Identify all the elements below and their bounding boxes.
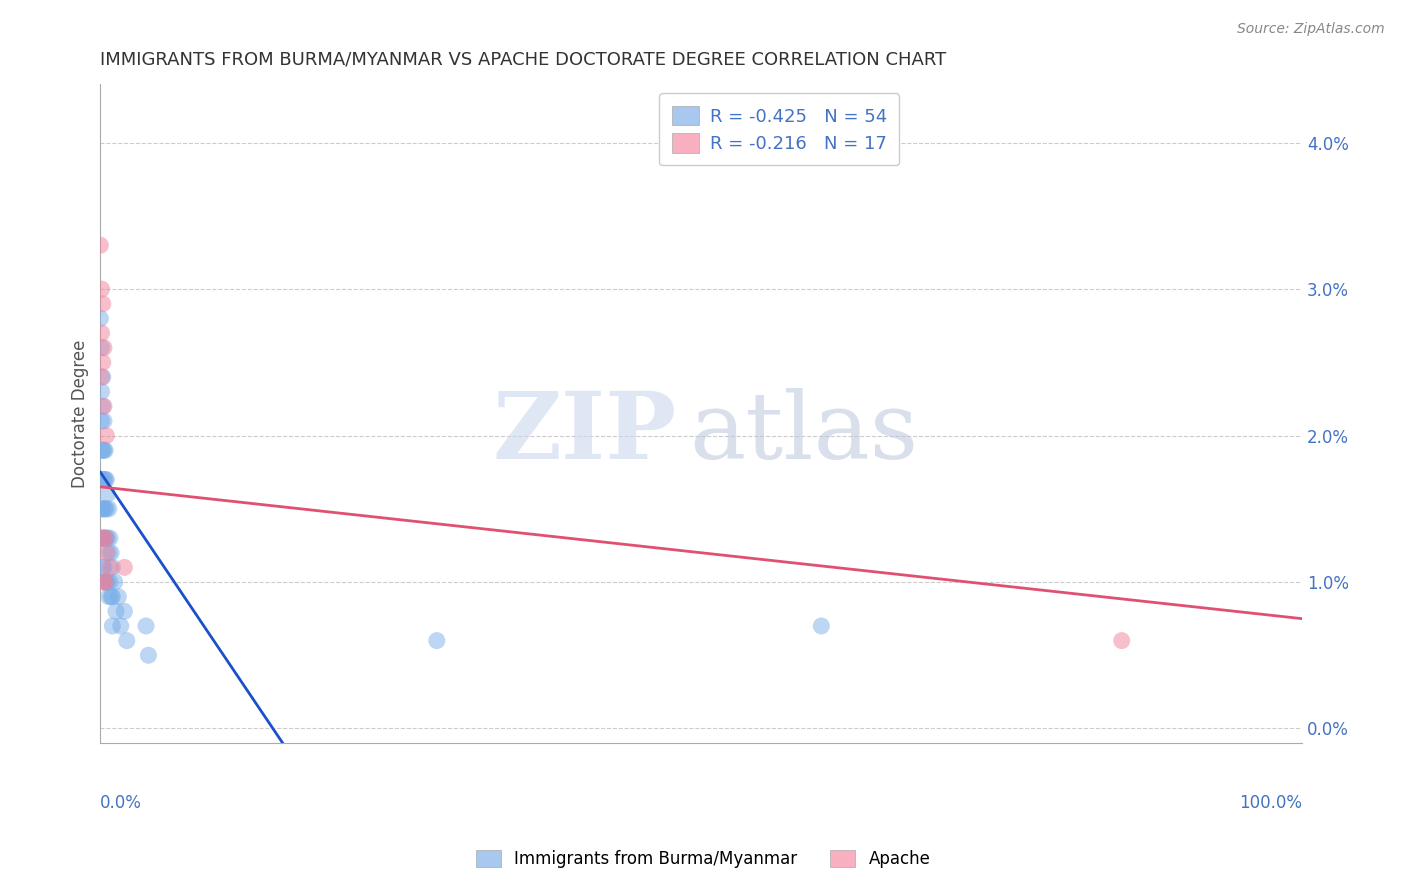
Point — [96, 575, 118, 590]
Point — [91, 560, 114, 574]
Point — [94, 501, 117, 516]
Text: ZIP: ZIP — [494, 388, 678, 478]
Point — [90, 341, 112, 355]
Point — [91, 531, 114, 545]
Point — [91, 370, 114, 384]
Point — [94, 575, 117, 590]
Text: 0.0%: 0.0% — [100, 795, 142, 813]
Point — [94, 575, 117, 590]
Point — [135, 619, 157, 633]
Point — [96, 546, 118, 560]
Point — [101, 590, 124, 604]
Point — [98, 575, 121, 590]
Point — [107, 590, 129, 604]
Text: Source: ZipAtlas.com: Source: ZipAtlas.com — [1237, 22, 1385, 37]
Point — [100, 590, 122, 604]
Point — [94, 531, 117, 545]
Point — [90, 473, 112, 487]
Point — [93, 414, 115, 428]
Point — [90, 370, 112, 384]
Point — [110, 619, 132, 633]
Point — [138, 648, 160, 663]
Point — [100, 546, 122, 560]
Point — [89, 311, 111, 326]
Point — [101, 619, 124, 633]
Point — [93, 560, 115, 574]
Point — [96, 501, 118, 516]
Point — [96, 473, 118, 487]
Point — [98, 531, 121, 545]
Point — [93, 341, 115, 355]
Point — [90, 282, 112, 296]
Point — [97, 546, 120, 560]
Legend: R = -0.425   N = 54, R = -0.216   N = 17: R = -0.425 N = 54, R = -0.216 N = 17 — [659, 93, 900, 165]
Point — [112, 604, 135, 618]
Point — [94, 473, 117, 487]
Point — [93, 501, 115, 516]
Point — [97, 487, 120, 501]
Point — [90, 501, 112, 516]
Point — [91, 473, 114, 487]
Point — [101, 560, 124, 574]
Point — [91, 531, 114, 545]
Point — [97, 590, 120, 604]
Point — [104, 575, 127, 590]
Point — [93, 575, 115, 590]
Point — [115, 633, 138, 648]
Point — [94, 531, 117, 545]
Point — [97, 501, 120, 516]
Point — [93, 443, 115, 458]
Point — [112, 560, 135, 574]
Point — [93, 473, 115, 487]
Point — [91, 400, 114, 414]
Point — [91, 443, 114, 458]
Point — [89, 238, 111, 252]
Point — [91, 501, 114, 516]
Point — [97, 531, 120, 545]
Point — [90, 384, 112, 399]
Point — [426, 633, 449, 648]
Point — [1111, 633, 1133, 648]
Point — [93, 531, 115, 545]
Y-axis label: Doctorate Degree: Doctorate Degree — [72, 340, 89, 488]
Point — [91, 355, 114, 369]
Point — [98, 560, 121, 574]
Point — [90, 414, 112, 428]
Point — [91, 297, 114, 311]
Point — [90, 443, 112, 458]
Point — [90, 326, 112, 340]
Point — [96, 428, 118, 442]
Legend: Immigrants from Burma/Myanmar, Apache: Immigrants from Burma/Myanmar, Apache — [468, 843, 938, 875]
Text: IMMIGRANTS FROM BURMA/MYANMAR VS APACHE DOCTORATE DEGREE CORRELATION CHART: IMMIGRANTS FROM BURMA/MYANMAR VS APACHE … — [100, 51, 946, 69]
Text: 100.0%: 100.0% — [1239, 795, 1302, 813]
Point — [810, 619, 832, 633]
Point — [90, 531, 112, 545]
Point — [104, 604, 127, 618]
Point — [97, 575, 120, 590]
Point — [93, 400, 115, 414]
Point — [94, 443, 117, 458]
Text: atlas: atlas — [689, 388, 918, 478]
Point — [96, 531, 118, 545]
